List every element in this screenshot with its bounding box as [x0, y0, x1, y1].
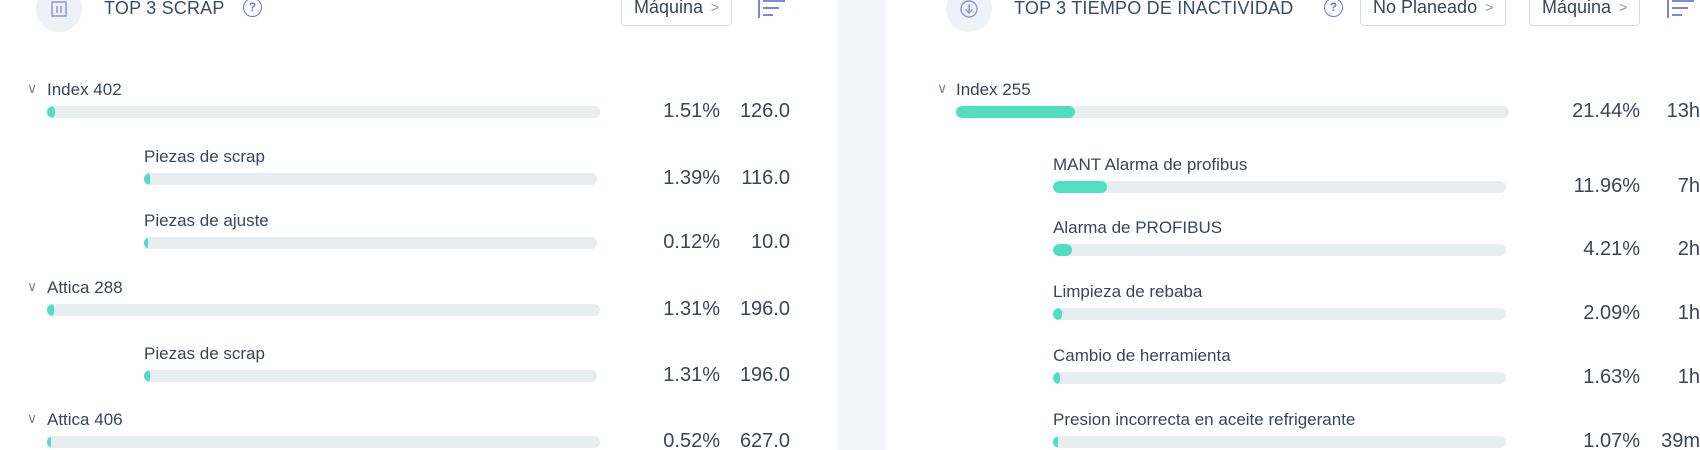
percent-value: 0.12% — [663, 231, 720, 253]
progress-fill — [47, 436, 51, 448]
amount-value: 126.0 — [739, 100, 790, 122]
progress-track — [47, 304, 600, 316]
percent-value: 1.31% — [663, 298, 720, 320]
chevron-right-icon: > — [711, 0, 720, 15]
machine-filter-button[interactable]: Máquina > — [1529, 0, 1641, 26]
sub-item-row[interactable]: MANT Alarma de profibus 11.96% 7h — [886, 155, 1700, 215]
panel-divider — [838, 0, 886, 450]
amount-value: 196.0 — [739, 364, 790, 386]
sub-item-row[interactable]: Alarma de PROFIBUS 4.21% 2h — [886, 218, 1700, 278]
row-label: MANT Alarma de profibus — [1053, 155, 1248, 174]
percent-value: 0.52% — [663, 430, 720, 450]
amount-value: 13h — [1666, 100, 1700, 122]
sort-icon[interactable] — [1666, 0, 1696, 20]
row-label: Cambio de herramienta — [1053, 346, 1231, 365]
progress-track — [956, 106, 1509, 118]
down-arrow-circle-icon — [946, 0, 992, 32]
progress-fill — [144, 173, 151, 185]
plan-filter-label: No Planeado — [1373, 0, 1478, 17]
progress-track — [1053, 308, 1506, 320]
progress-track — [1053, 372, 1506, 384]
amount-value: 2h — [1677, 238, 1700, 260]
machine-row[interactable]: ∨ Index 255 21.44% 13h — [886, 80, 1700, 140]
progress-fill — [1053, 181, 1108, 193]
row-label: Alarma de PROFIBUS — [1053, 218, 1223, 237]
progress-track — [47, 106, 600, 118]
progress-fill — [144, 237, 148, 249]
progress-fill — [144, 370, 150, 382]
amount-value: 1h — [1677, 302, 1700, 324]
top-downtime-panel: TOP 3 TIEMPO DE INACTIVIDAD ? No Planead… — [886, 0, 1700, 450]
progress-track — [144, 237, 597, 249]
progress-track — [47, 436, 600, 448]
progress-track — [1053, 181, 1506, 193]
row-label: Limpieza de rebaba — [1053, 282, 1203, 301]
plan-filter-button[interactable]: No Planeado > — [1360, 0, 1507, 26]
chevron-down-icon[interactable]: ∨ — [937, 80, 948, 96]
machine-filter-label: Máquina — [634, 0, 704, 17]
amount-value: 627.0 — [739, 430, 790, 450]
row-label: Attica 406 — [47, 410, 123, 429]
progress-fill — [1053, 244, 1073, 256]
help-circle-icon[interactable]: ? — [243, 0, 262, 17]
sub-item-row[interactable]: Piezas de scrap 1.31% 196.0 — [0, 344, 838, 404]
sub-item-row[interactable]: Piezas de ajuste 0.12% 10.0 — [0, 211, 838, 271]
row-label: Index 255 — [956, 80, 1031, 99]
row-label: Piezas de ajuste — [144, 211, 269, 230]
panel-title: TOP 3 SCRAP — [104, 0, 225, 18]
amount-value: 196.0 — [739, 298, 790, 320]
chevron-right-icon: > — [1619, 0, 1628, 15]
chevron-down-icon[interactable]: ∨ — [27, 410, 38, 426]
chevron-down-icon[interactable]: ∨ — [27, 278, 38, 294]
progress-fill — [956, 106, 1075, 118]
amount-value: 116.0 — [741, 167, 790, 189]
progress-fill — [1053, 308, 1063, 320]
progress-track — [1053, 244, 1506, 256]
progress-fill — [1053, 436, 1058, 448]
amount-value: 39m — [1661, 430, 1700, 450]
machine-filter-label: Máquina — [1542, 0, 1612, 17]
row-label: Index 402 — [47, 80, 122, 99]
progress-track — [1053, 436, 1506, 448]
progress-fill — [1053, 372, 1061, 384]
percent-value: 1.63% — [1583, 366, 1640, 388]
progress-fill — [47, 304, 55, 316]
percent-value: 2.09% — [1583, 302, 1640, 324]
row-label: Piezas de scrap — [144, 344, 265, 363]
machine-row[interactable]: ∨ Index 402 1.51% 126.0 — [0, 80, 838, 140]
sub-item-row[interactable]: Presion incorrecta en aceite refrigerant… — [886, 410, 1700, 450]
row-label: Attica 288 — [47, 278, 123, 297]
progress-fill — [47, 106, 56, 118]
percent-value: 1.31% — [663, 364, 720, 386]
sub-item-row[interactable]: Limpieza de rebaba 2.09% 1h — [886, 282, 1700, 342]
percent-value: 4.21% — [1583, 238, 1640, 260]
sub-item-row[interactable]: Cambio de herramienta 1.63% 1h — [886, 346, 1700, 406]
bar-chart-icon — [36, 0, 82, 32]
amount-value: 7h — [1677, 175, 1700, 197]
chevron-down-icon[interactable]: ∨ — [27, 80, 38, 96]
row-label: Presion incorrecta en aceite refrigerant… — [1053, 410, 1356, 429]
percent-value: 1.07% — [1583, 430, 1640, 450]
machine-filter-button[interactable]: Máquina > — [621, 0, 733, 26]
amount-value: 10.0 — [751, 231, 790, 253]
percent-value: 11.96% — [1573, 175, 1640, 197]
percent-value: 21.44% — [1572, 100, 1640, 122]
progress-track — [144, 370, 597, 382]
progress-track — [144, 173, 597, 185]
percent-value: 1.39% — [663, 167, 720, 189]
row-label: Piezas de scrap — [144, 147, 265, 166]
machine-row[interactable]: ∨ Attica 288 1.31% 196.0 — [0, 278, 838, 338]
help-circle-icon[interactable]: ? — [1324, 0, 1343, 17]
amount-value: 1h — [1677, 366, 1700, 388]
top-scrap-panel: TOP 3 SCRAP ? Máquina > ∨ Index 402 1.51% 1… — [0, 0, 838, 450]
percent-value: 1.51% — [663, 100, 720, 122]
sub-item-row[interactable]: Piezas de scrap 1.39% 116.0 — [0, 147, 838, 207]
chevron-right-icon: > — [1485, 0, 1494, 15]
sort-icon[interactable] — [757, 0, 787, 20]
panel-title: TOP 3 TIEMPO DE INACTIVIDAD — [1014, 0, 1294, 18]
machine-row[interactable]: ∨ Attica 406 0.52% 627.0 — [0, 410, 838, 450]
